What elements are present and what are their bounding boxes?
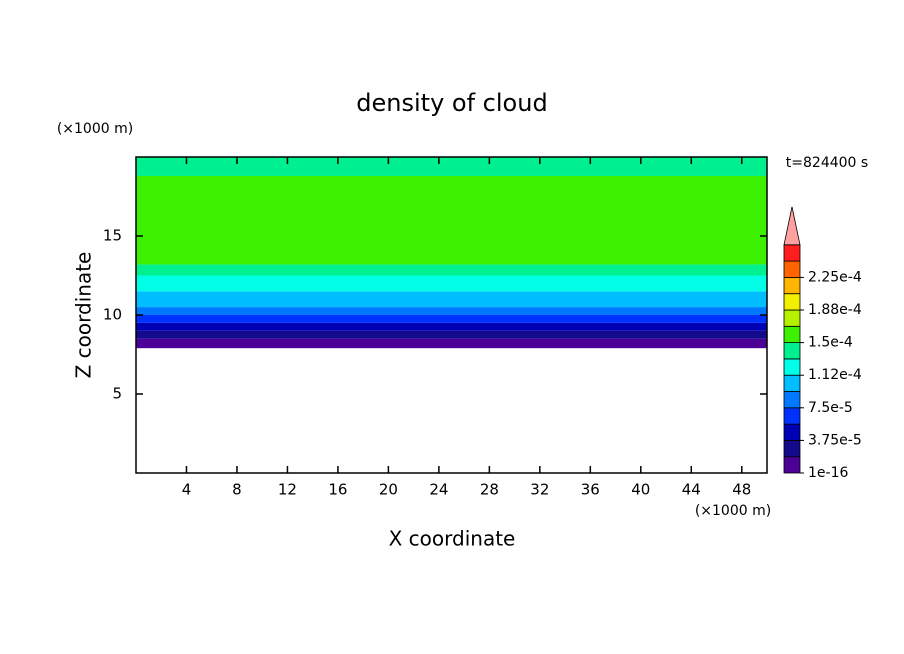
x-tick-label: 4 (182, 481, 192, 499)
colorbar-box (783, 244, 801, 262)
y-tick-label: 5 (112, 385, 122, 403)
colorbar-box (783, 276, 801, 295)
colorbar-box (783, 439, 801, 458)
x-unit: (×1000 m) (695, 503, 771, 519)
x-tick-label: 36 (581, 481, 600, 499)
colorbar-box (783, 358, 801, 376)
contour-band (136, 264, 767, 276)
colorbar-label: 1.5e-4 (808, 335, 853, 351)
colorbar-label: 1e-16 (808, 465, 848, 481)
colorbar-label: 1.12e-4 (808, 367, 862, 383)
x-tick-label: 48 (732, 481, 751, 499)
x-tick-label: 12 (278, 481, 297, 499)
y-tick-label: 15 (103, 227, 122, 245)
contour-band (136, 275, 767, 292)
contour-band (136, 291, 767, 308)
contour-band (136, 175, 767, 265)
x-axis-label: X coordinate (389, 527, 516, 551)
colorbar-box (783, 456, 801, 474)
x-tick-label: 40 (631, 481, 650, 499)
colorbar-box (783, 293, 801, 311)
colorbar-overflow (783, 206, 801, 246)
colorbar-label: 3.75e-5 (808, 432, 862, 448)
colorbar-box (783, 391, 801, 409)
y-unit: (×1000 m) (57, 121, 133, 137)
contour-band (136, 307, 767, 315)
contour-band (136, 315, 767, 323)
contour-band (136, 157, 767, 176)
colorbar-box (783, 342, 801, 360)
colorbar-box (783, 374, 801, 392)
colorbar-label: 7.5e-5 (808, 400, 853, 416)
x-tick-label: 8 (232, 481, 242, 499)
chart-title: density of cloud (356, 89, 547, 117)
time-label: t=824400 s (786, 155, 868, 171)
x-tick-label: 32 (530, 481, 549, 499)
colorbar-box (783, 407, 801, 425)
contour-band (136, 330, 767, 339)
contour-band (136, 322, 767, 331)
x-tick-label: 16 (328, 481, 347, 499)
colorbar-box (783, 309, 801, 327)
contour-band (136, 338, 767, 349)
x-tick-label: 24 (429, 481, 448, 499)
y-tick-label: 10 (103, 306, 122, 324)
x-tick-label: 20 (379, 481, 398, 499)
x-tick-label: 28 (480, 481, 499, 499)
y-axis-label: Z coordinate (72, 252, 96, 379)
colorbar-label: 2.25e-4 (808, 269, 862, 285)
colorbar-box (783, 260, 801, 278)
colorbar-label: 1.88e-4 (808, 302, 862, 318)
colorbar-box (783, 423, 801, 441)
colorbar-box (783, 325, 801, 343)
x-tick-label: 44 (682, 481, 701, 499)
